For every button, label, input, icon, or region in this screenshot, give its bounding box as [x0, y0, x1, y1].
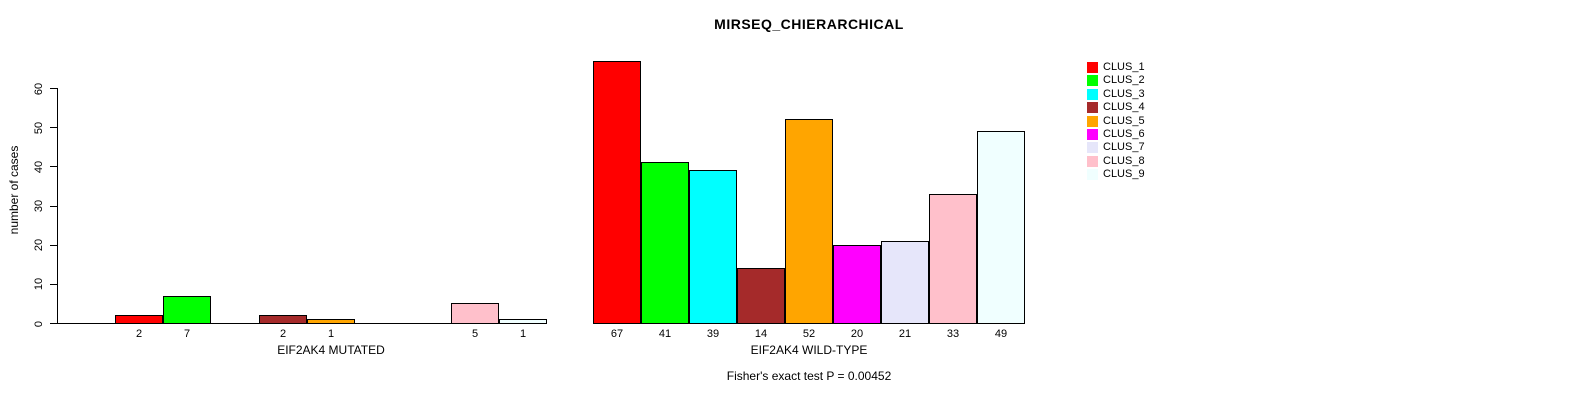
bar-value-label: 2: [135, 328, 143, 340]
y-axis-title: number of cases: [7, 145, 21, 235]
bar-value-label: 1: [327, 328, 335, 340]
bar-value-label: 41: [658, 328, 672, 340]
chart-title: MIRSEQ_CHIERARCHICAL: [714, 16, 904, 32]
y-axis-tick-label: 30: [33, 199, 45, 213]
legend-swatch-clus_2: [1087, 75, 1098, 87]
y-axis-tick: [50, 166, 57, 168]
legend-label-clus_1: CLUS_1: [1103, 61, 1145, 73]
bar-value-label: 14: [754, 328, 768, 340]
bar-value-label: 33: [946, 328, 960, 340]
legend-label-clus_3: CLUS_3: [1103, 87, 1145, 100]
bar-clus_5: [307, 319, 355, 324]
bar-value-label: 5: [471, 328, 479, 340]
legend-swatch-clus_1: [1087, 62, 1098, 73]
legend-label-clus_4: CLUS_4: [1103, 101, 1145, 114]
y-axis-tick-label: 10: [33, 278, 45, 291]
bar-clus_3: [689, 170, 737, 324]
bar-clus_8: [451, 303, 499, 324]
fisher-test-annotation: Fisher's exact test P = 0.00452: [726, 369, 892, 383]
bar-clus_2: [641, 162, 689, 324]
legend-swatch-clus_9: [1087, 169, 1098, 181]
y-axis-tick: [50, 283, 57, 285]
bar-value-label: 52: [802, 328, 816, 340]
x-axis-label-wild-type: EIF2AK4 WILD-TYPE: [750, 343, 868, 357]
legend-label-clus_7: CLUS_7: [1103, 141, 1145, 154]
y-axis-tick-label: 0: [33, 320, 45, 327]
bar-clus_5: [785, 119, 833, 324]
bar-clus_9: [977, 131, 1025, 324]
bar-value-label: 1: [519, 328, 527, 340]
bar-value-label: 20: [850, 328, 864, 340]
bar-clus_2: [163, 296, 211, 324]
y-axis-tick: [50, 88, 57, 89]
legend-swatch-clus_4: [1087, 102, 1098, 114]
y-axis-tick-label: 40: [33, 160, 45, 173]
legend-label-clus_8: CLUS_8: [1103, 154, 1145, 167]
bar-value-label: 39: [706, 328, 720, 340]
bar-clus_9: [499, 319, 547, 324]
legend-swatch-clus_8: [1087, 155, 1098, 167]
bar-clus_8: [929, 194, 977, 324]
bar-clus_1: [593, 61, 641, 324]
bar-clus_1: [115, 315, 163, 324]
y-axis-tick: [50, 205, 57, 207]
y-axis-tick: [50, 323, 57, 324]
bar-value-label: 2: [279, 328, 287, 340]
bar-value-label: 67: [610, 328, 624, 340]
legend-swatch-clus_7: [1087, 142, 1098, 154]
y-axis-line: [57, 88, 58, 324]
y-axis-tick-label: 50: [33, 121, 45, 134]
bar-clus_6: [833, 245, 881, 324]
bar-clus_7: [881, 241, 929, 324]
legend-label-clus_5: CLUS_5: [1103, 114, 1145, 127]
bar-clus_4: [737, 268, 785, 324]
bar-value-label: 49: [994, 328, 1008, 340]
bar-value-label: 21: [898, 328, 912, 340]
legend-label-clus_2: CLUS_2: [1103, 74, 1145, 87]
legend-swatch-clus_5: [1087, 115, 1098, 127]
x-axis-label-mutated: EIF2AK4 MUTATED: [277, 343, 385, 357]
y-axis-tick-label: 60: [33, 82, 45, 95]
legend-swatch-clus_3: [1087, 88, 1098, 100]
y-axis-tick: [50, 244, 57, 246]
y-axis-tick-label: 20: [33, 239, 45, 252]
legend-label-clus_9: CLUS_9: [1103, 168, 1145, 181]
y-axis-tick: [50, 127, 57, 129]
legend-swatch-clus_6: [1087, 129, 1098, 140]
bar-clus_4: [259, 315, 307, 324]
legend-label-clus_6: CLUS_6: [1103, 128, 1145, 140]
bar-value-label: 7: [183, 328, 191, 340]
